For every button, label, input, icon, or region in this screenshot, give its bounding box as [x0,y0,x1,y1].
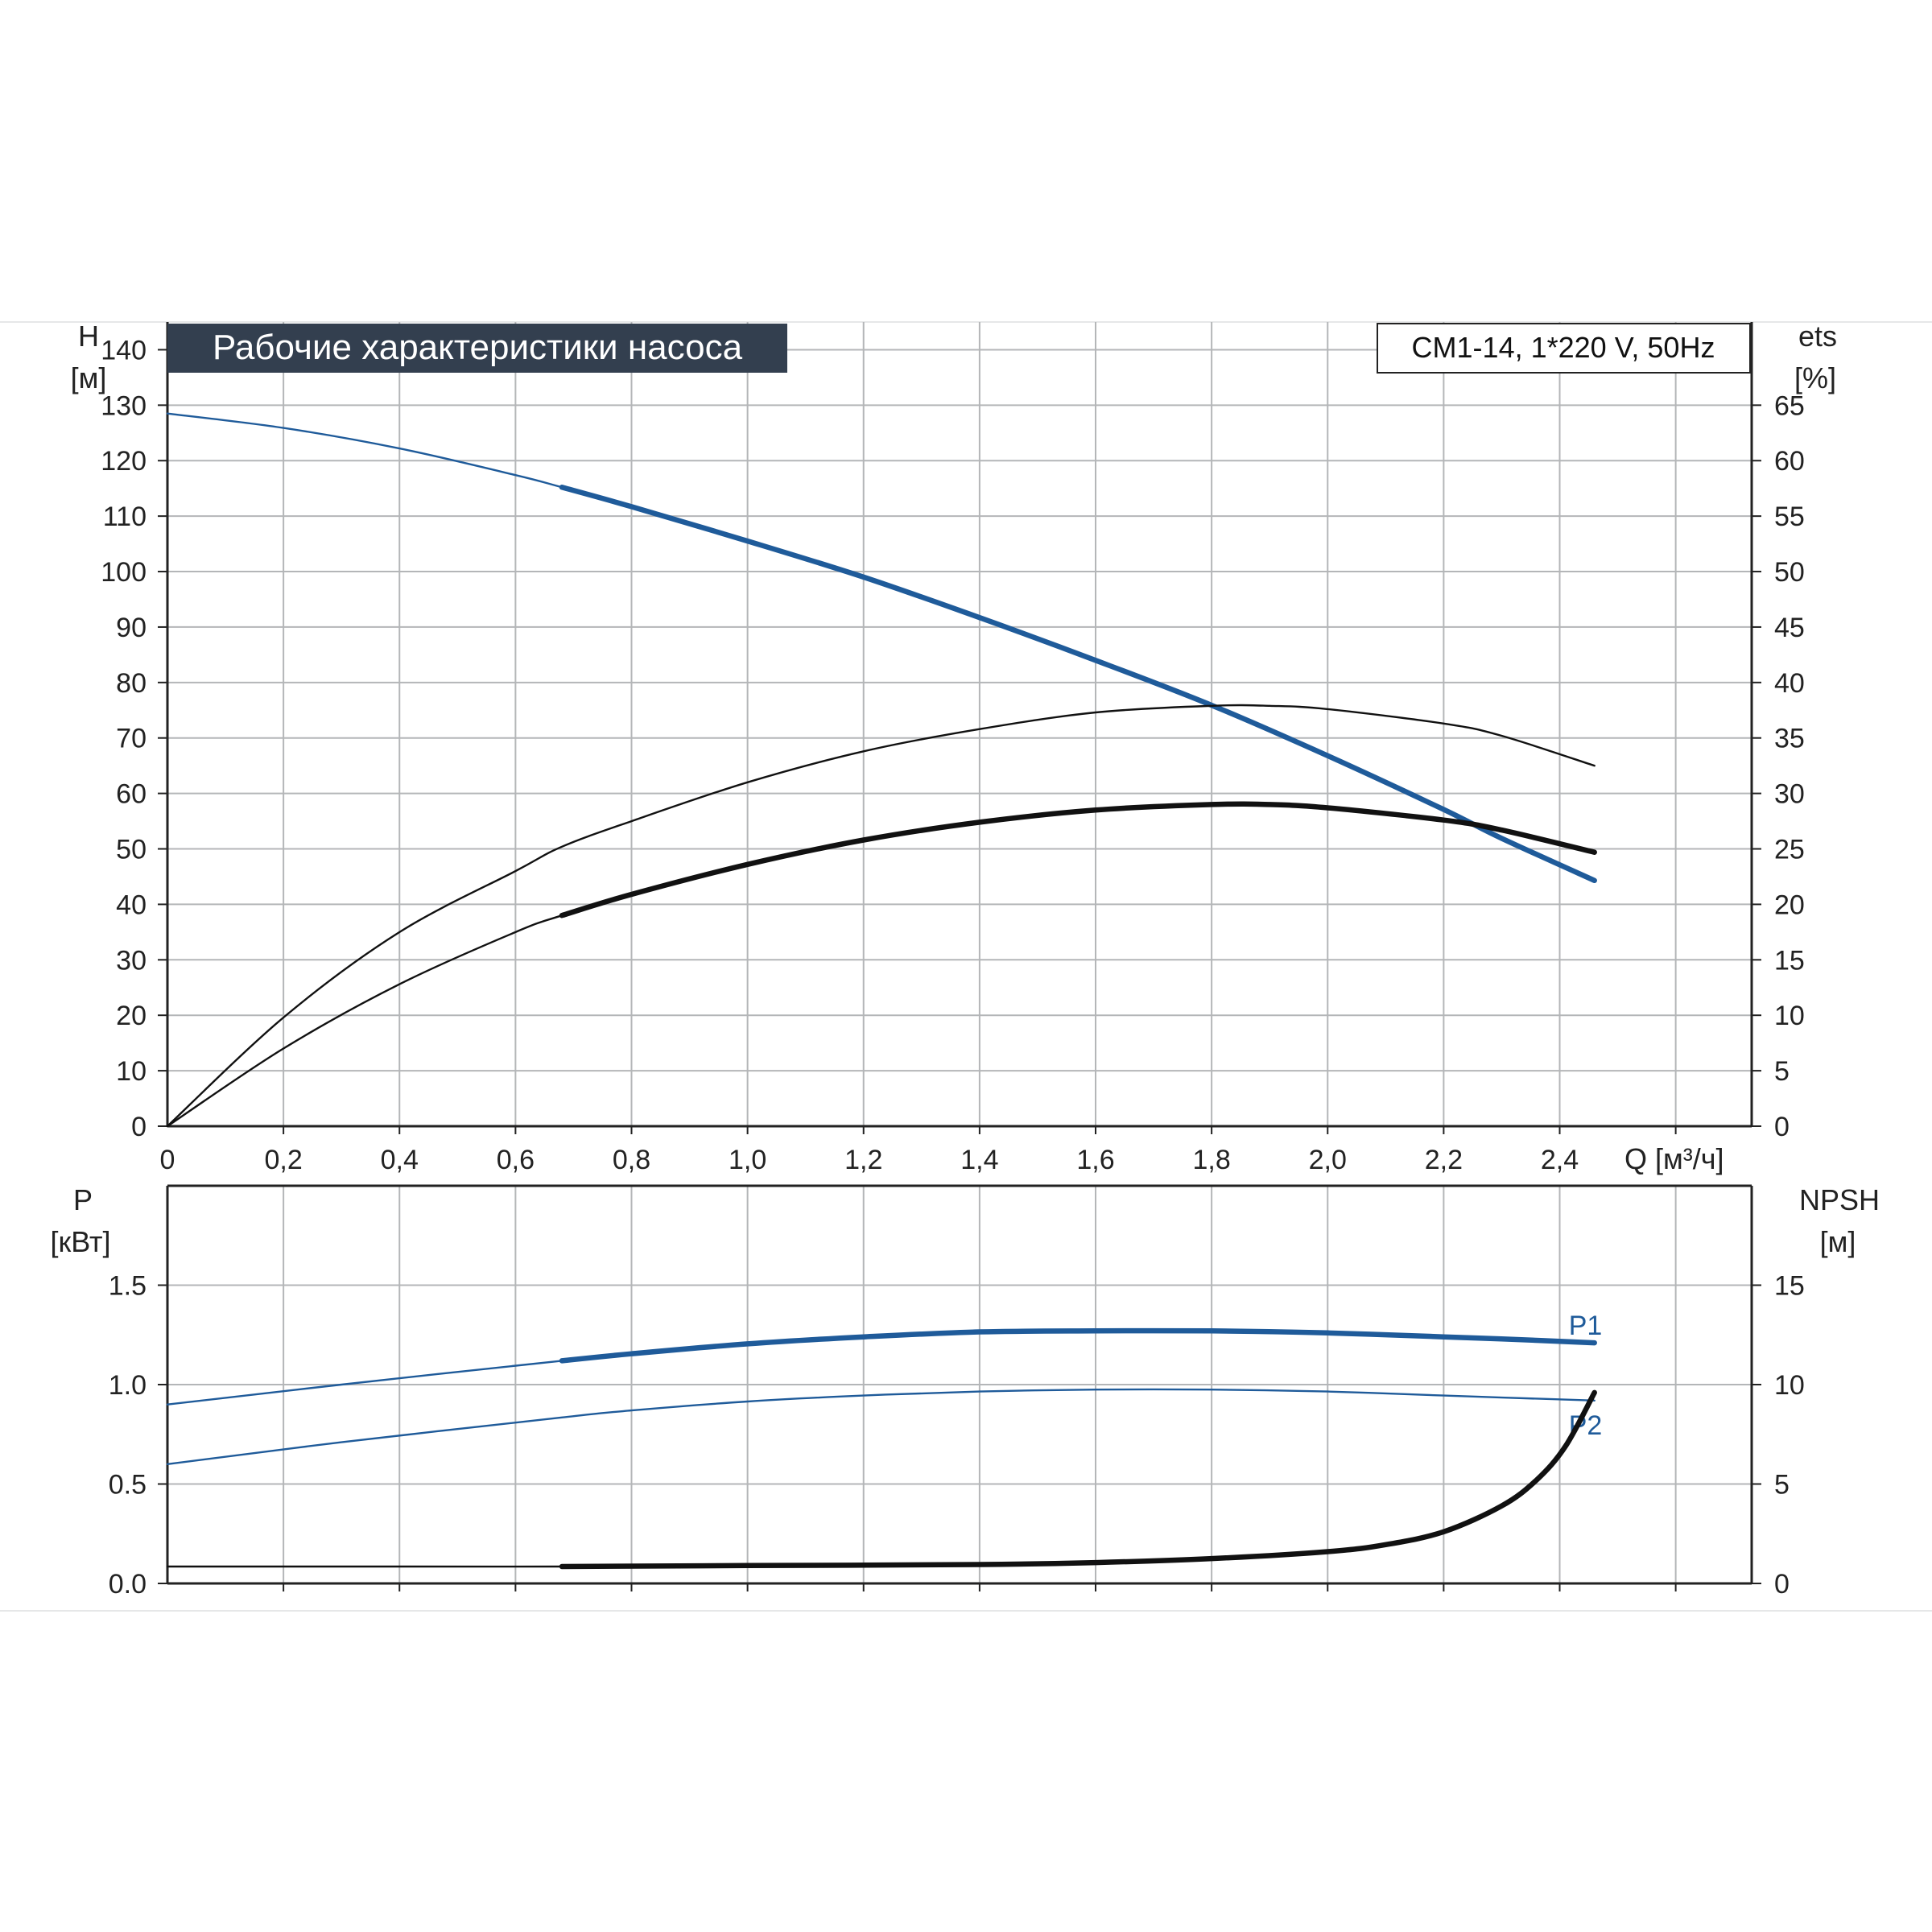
power-axis-label: P [73,1183,93,1216]
p1-label: P1 [1569,1311,1603,1341]
y-tick-label: 120 [101,446,147,477]
x-tick-label: 0,2 [264,1145,302,1175]
series-2-operating-range [559,801,1597,919]
x-tick-label: 1,8 [1192,1145,1230,1175]
y2-tick-label: 50 [1774,557,1805,588]
y2-tick-label: 25 [1774,835,1805,865]
y-tick-label: 130 [101,390,147,421]
p2-line [166,1388,1596,1465]
y-tick-label: 20 [116,1001,147,1031]
y2-tick-label: 60 [1774,446,1805,477]
y2-tick-label: 40 [1774,668,1805,699]
npsh-tick-label: 15 [1774,1271,1805,1302]
tick-labels: 0102030405060708090100110120130140051015… [101,335,1805,1600]
y-axis-unit: [м] [71,361,107,394]
y-tick-label: 50 [116,835,147,865]
y2-tick-label: 45 [1774,613,1805,643]
title-box [167,324,787,373]
y-tick-label: 30 [116,945,147,976]
series-2-operating-range [559,1389,1597,1570]
series-1-line [166,704,1596,1128]
power-tick-label: 0.0 [109,1569,147,1600]
y-tick-label: 80 [116,668,147,699]
y2-tick-label: 65 [1774,390,1805,421]
y-tick-label: 10 [116,1056,147,1087]
y-tick-label: 100 [101,557,147,588]
y2-tick-label: 20 [1774,890,1805,920]
y2-tick-label: 35 [1774,724,1805,754]
y2-tick-label: 55 [1774,502,1805,532]
y-tick-label: 60 [116,779,147,810]
y2-tick-label: 30 [1774,779,1805,810]
chart-title: Рабочие характеристики насоса [213,328,743,367]
lower-grid [167,1186,1752,1583]
series-0-operating-range [559,485,1597,884]
x-tick-label: 1,2 [844,1145,882,1175]
x-tick-label: 1,6 [1076,1145,1114,1175]
x-tick-label: 2,2 [1425,1145,1463,1175]
npsh-axis-unit: [м] [1820,1225,1856,1258]
x-tick-label: 0,6 [497,1145,535,1175]
y2-axis-label: ets [1798,320,1837,353]
power-tick-label: 1.0 [109,1370,147,1401]
tick-marks [158,349,1761,1591]
y2-tick-label: 5 [1774,1056,1790,1087]
y-tick-label: 90 [116,613,147,643]
upper-series [166,412,1597,1128]
x-tick-label: 0,8 [613,1145,650,1175]
y-tick-label: 110 [103,502,147,532]
x-axis-label: Q [м³/ч] [1624,1142,1724,1175]
power-axis-unit: [кВт] [50,1225,110,1258]
p1-operating-range [559,1327,1597,1364]
y-tick-label: 140 [101,335,147,365]
y-tick-label: 40 [116,890,147,920]
y2-tick-label: 10 [1774,1001,1805,1031]
model-label-box [1377,323,1751,374]
model-label: CM1-14, 1*220 V, 50Hz [1412,331,1715,364]
x-tick-label: 0 [160,1145,175,1175]
npsh-axis-label: NPSH [1799,1183,1880,1216]
x-tick-label: 0,4 [381,1145,419,1175]
power-tick-label: 1.5 [109,1271,147,1302]
x-tick-label: 1,0 [729,1145,766,1175]
x-tick-label: 2,0 [1309,1145,1347,1175]
y-tick-label: 0 [131,1112,147,1142]
npsh-tick-label: 0 [1774,1569,1790,1600]
npsh-tick-label: 5 [1774,1470,1790,1501]
npsh-tick-label: 10 [1774,1370,1805,1401]
y-axis-label: H [78,320,99,353]
x-tick-label: 1,4 [960,1145,998,1175]
y2-tick-label: 15 [1774,945,1805,976]
x-tick-label: 2,4 [1541,1145,1579,1175]
power-tick-label: 0.5 [109,1470,147,1501]
y-tick-label: 70 [116,724,147,754]
y2-axis-unit: [%] [1794,361,1836,394]
y2-tick-label: 0 [1774,1112,1790,1142]
